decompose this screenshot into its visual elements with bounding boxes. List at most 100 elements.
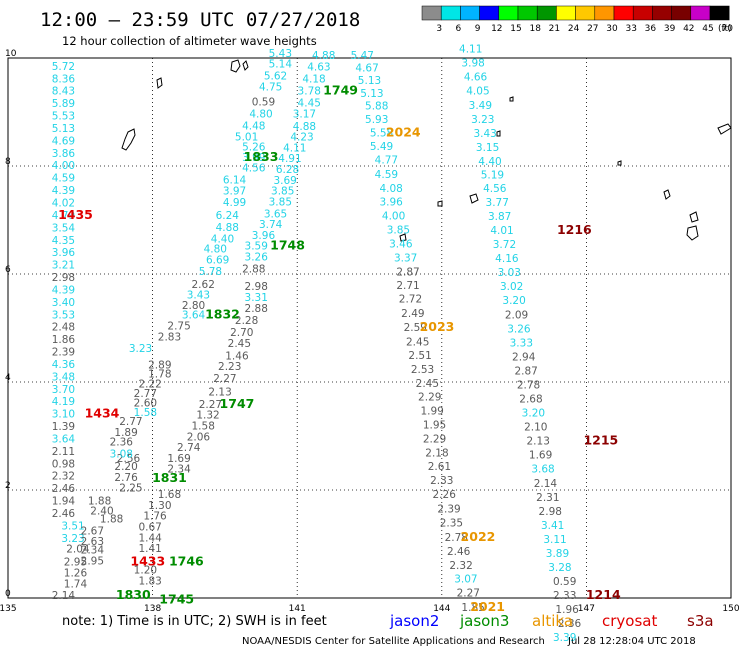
scale-swatch [440, 5, 461, 21]
swh-value: 2.34 [81, 545, 105, 557]
scale-label: 3 [436, 24, 442, 34]
swh-value: 3.98 [461, 58, 484, 70]
satellite-cryosat: cryosat [602, 612, 657, 630]
swh-value: 5.88 [365, 100, 388, 112]
swh-value: 2.36 [558, 618, 582, 630]
satellite-legend: jason2 jason3 altika cryosat s3a [389, 612, 714, 630]
swh-value: 2.14 [534, 478, 558, 490]
pass-time-label: 1832 [205, 306, 240, 321]
swh-value: 2.46 [52, 483, 76, 495]
swh-value: 4.05 [466, 86, 489, 98]
swh-value: 3.99 [242, 152, 265, 164]
swh-value: 2.98 [539, 506, 562, 518]
lon-tick-label: 144 [433, 604, 450, 614]
island-d [509, 96, 514, 102]
swh-value: 2.83 [158, 331, 181, 343]
island-b [399, 233, 407, 242]
swh-value: 2.75 [167, 321, 190, 333]
swh-value: 3.49 [469, 100, 492, 112]
scale-label: 33 [625, 24, 636, 34]
satellite-jason2: jason2 [389, 612, 439, 630]
swh-value: 1.88 [88, 496, 111, 508]
lon-tick-label: 150 [722, 604, 739, 614]
swh-value: 4.00 [52, 160, 75, 172]
swh-value: 5.89 [52, 98, 75, 110]
island-yap [230, 59, 241, 73]
pass-time-label: 2021 [470, 599, 505, 614]
swh-value: 3.37 [394, 253, 417, 265]
swh-value: 1.58 [134, 407, 157, 419]
swh-value: 4.00 [382, 210, 405, 222]
scale-label: 45 [702, 24, 713, 34]
swh-value: 3.53 [52, 309, 75, 321]
scale-swatch [594, 5, 615, 21]
scale-label: 6 [456, 24, 462, 34]
swh-value: 4.88 [293, 121, 316, 133]
swh-value: 4.48 [242, 120, 265, 132]
swh-value: 4.01 [490, 225, 513, 237]
swh-value: 4.99 [223, 197, 246, 209]
scale-swatch [671, 5, 692, 21]
swh-value: 3.21 [52, 260, 75, 272]
swh-value: 3.15 [476, 142, 499, 154]
scale-swatch [479, 5, 500, 21]
scale-swatch [460, 5, 480, 21]
island-yap-b [242, 60, 249, 71]
swh-value: 5.93 [365, 114, 388, 126]
satellite-s3a: s3a [687, 612, 714, 630]
pass-time-label: 1833 [244, 149, 279, 164]
swh-value: 3.23 [61, 533, 84, 545]
swh-value: 2.46 [52, 508, 76, 520]
swh-value: 2.87 [514, 365, 537, 377]
island-ulithi [469, 193, 479, 204]
swh-value: 1.68 [158, 489, 181, 501]
swh-value: 2.33 [553, 590, 576, 602]
scale-swatch [575, 5, 596, 21]
pass-time-label: 1214 [586, 587, 621, 602]
swh-value: 2.09 [505, 309, 528, 321]
swh-value: 1.78 [148, 369, 171, 381]
swh-value: 2.77 [134, 388, 157, 400]
swh-value: 3.97 [223, 186, 246, 198]
swh-value: 3.85 [271, 186, 294, 198]
swh-value: 2.72 [399, 294, 422, 306]
swh-value: 2.13 [208, 387, 231, 399]
swh-value: 3.17 [293, 108, 316, 120]
swh-value: 4.88 [312, 50, 335, 62]
swh-value: 2.95 [81, 556, 104, 568]
lon-tick-label: 135 [0, 604, 17, 614]
scale-swatch [498, 5, 519, 21]
swh-value: 3.64 [182, 309, 206, 321]
swh-value: 4.59 [375, 169, 398, 181]
swh-value: 1.30 [148, 500, 171, 512]
swh-value: 3.08 [110, 449, 133, 461]
swh-value: 2.78 [517, 379, 540, 391]
scale-swatch [556, 5, 576, 21]
swh-value: 5.47 [351, 50, 374, 62]
swh-value: 4.56 [483, 183, 507, 195]
swh-value: 2.22 [138, 378, 161, 390]
swh-value: 4.40 [211, 234, 234, 246]
swh-value: 4.91 [278, 153, 301, 165]
footer-credit: NOAA/NESDIS Center for Satellite Applica… [242, 636, 545, 647]
swh-value: 3.86 [52, 148, 76, 160]
map-frame [7, 57, 732, 599]
swh-value: 5.26 [242, 141, 266, 153]
swh-value: 2.18 [425, 448, 448, 460]
swh-value: 2.29 [423, 433, 446, 445]
island-truk [663, 189, 671, 200]
swh-value: 0.67 [138, 522, 161, 534]
swh-value: 1.99 [420, 405, 443, 417]
swh-value: 2.63 [81, 536, 104, 548]
swh-value: 3.87 [488, 211, 511, 223]
swh-value: 4.56 [242, 162, 266, 174]
swh-value: 3.54 [52, 222, 76, 234]
map-subtitle: 12 hour collection of altimeter wave hei… [62, 34, 317, 48]
pass-time-label: 1748 [270, 238, 305, 253]
lon-tick-label: 141 [289, 604, 306, 614]
swh-value: 3.59 [245, 241, 268, 253]
swh-value: 8.43 [52, 86, 75, 98]
lat-tick-label: 6 [5, 265, 11, 275]
swh-value: 4.67 [355, 63, 378, 75]
scale-label: 27 [587, 24, 598, 34]
